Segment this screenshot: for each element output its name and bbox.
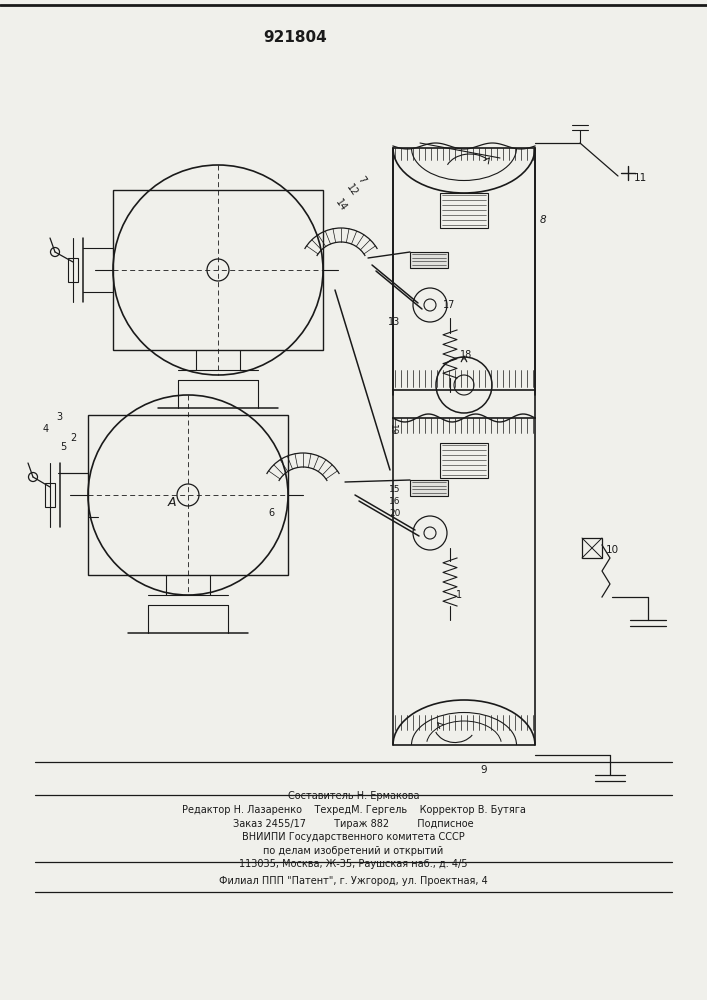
Text: 1: 1	[456, 590, 462, 600]
Bar	[582, 538, 602, 558]
Text: A: A	[168, 496, 177, 510]
Text: 7: 7	[356, 175, 368, 185]
Bar	[410, 480, 448, 496]
Text: по делам изобретений и открытий: по делам изобретений и открытий	[264, 846, 443, 856]
Text: 13: 13	[388, 317, 400, 327]
Bar	[113, 190, 323, 350]
Text: ВНИИПИ Государственного комитета СССР: ВНИИПИ Государственного комитета СССР	[242, 832, 465, 842]
Text: 113035, Москва, Ж-35, Раушская наб., д. 4/5: 113035, Москва, Ж-35, Раушская наб., д. …	[239, 859, 468, 869]
Text: 6: 6	[268, 508, 274, 518]
Text: Составитель Н. Ермакова: Составитель Н. Ермакова	[288, 791, 419, 801]
Bar	[88, 415, 288, 575]
Bar	[45, 483, 55, 507]
Text: 14: 14	[333, 197, 349, 213]
Text: 10: 10	[606, 545, 619, 555]
Bar	[68, 258, 78, 282]
Text: 4: 4	[43, 424, 49, 434]
Text: 15: 15	[389, 486, 400, 494]
Text: 8: 8	[540, 215, 547, 225]
Text: 921804: 921804	[263, 30, 327, 45]
Text: Филиал ППП "Патент", г. Ужгород, ул. Проектная, 4: Филиал ППП "Патент", г. Ужгород, ул. Про…	[219, 876, 488, 886]
Text: Редактор Н. Лазаренко    ТехредМ. Гергель    Корректор В. Бутяга: Редактор Н. Лазаренко ТехредМ. Гергель К…	[182, 805, 525, 815]
Bar	[440, 443, 488, 478]
Text: 5: 5	[60, 442, 66, 452]
Bar	[410, 252, 448, 268]
Text: Заказ 2455/17         Тираж 882         Подписное: Заказ 2455/17 Тираж 882 Подписное	[233, 819, 474, 829]
Text: 12: 12	[344, 182, 359, 198]
Text: 18: 18	[460, 350, 472, 360]
Text: 17: 17	[443, 300, 455, 310]
Text: 9: 9	[480, 765, 486, 775]
Text: 11: 11	[634, 173, 647, 183]
Text: 19: 19	[388, 424, 397, 436]
Text: 2: 2	[70, 433, 76, 443]
Text: 20: 20	[389, 510, 400, 518]
Text: 3: 3	[56, 412, 62, 422]
Bar	[440, 193, 488, 228]
Text: 16: 16	[389, 497, 400, 506]
